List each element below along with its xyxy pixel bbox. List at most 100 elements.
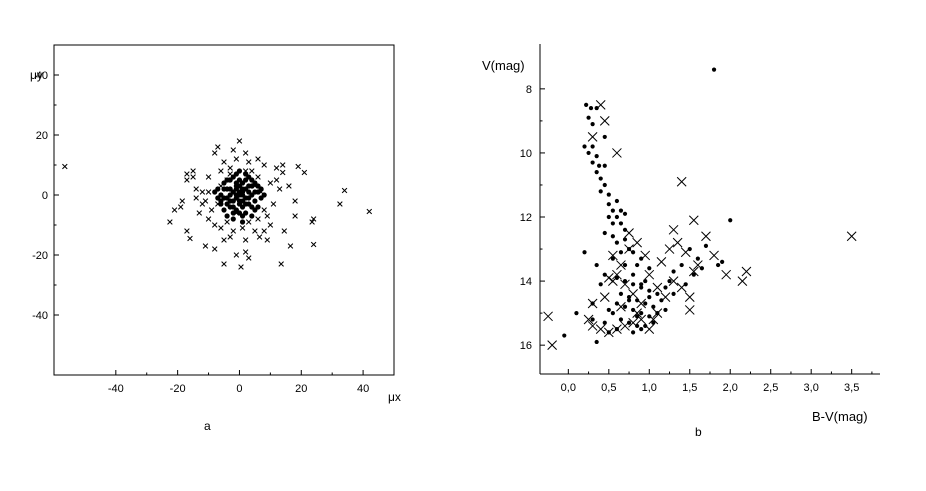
data-point-cross [273,165,280,171]
data-point-dot [584,102,589,107]
data-point-cross [599,292,610,302]
data-point-dot [643,278,648,284]
data-point-cross [184,171,190,177]
data-point-dot [610,208,615,213]
data-point-cross [233,252,240,258]
y-tick-label: 10 [520,148,532,160]
data-point-cross [261,207,267,213]
data-point-cross [648,314,659,325]
data-point-cross [286,183,292,189]
data-point-dot [610,311,615,316]
data-point-cross [684,305,695,315]
data-point-dot [622,211,628,216]
data-point-cross [255,156,261,162]
y-tick-label: 12 [520,212,532,224]
data-point-cross [632,237,642,248]
data-point-dot [230,216,236,222]
data-point-cross [624,228,634,238]
data-point-dot [639,327,644,332]
data-point-cross [721,269,732,280]
data-point-dot [626,298,632,303]
y-tick-label: -40 [32,310,48,322]
data-point-cross [187,235,193,242]
panel-a-xlabel: μx [388,390,401,404]
data-point-cross [366,208,373,215]
x-tick-label: -20 [170,383,186,395]
data-point-cross [184,177,190,183]
data-point-dot [602,320,607,325]
data-point-cross [221,237,227,243]
data-point-dot [622,304,628,309]
data-point-dot [249,177,255,183]
x-tick-label: 0,0 [561,382,576,394]
data-point-dot [582,144,587,149]
data-point-cross [245,255,252,261]
data-point-dot [224,177,230,183]
data-point-cross [278,261,284,267]
data-point-cross [221,261,227,267]
data-point-cross [267,180,274,186]
data-point-cross [292,213,298,219]
data-point-cross [599,116,610,126]
data-point-cross [688,266,699,277]
panel-b-x-ticks: 0,0 0,5 1,0 1,5 2,0 2,5 3,0 3,5 [561,369,873,394]
data-point-dot [647,266,652,271]
data-point-cross [230,147,237,153]
data-point-dot [647,314,652,319]
data-point-cross [341,187,348,194]
data-point-dot [639,256,644,261]
data-point-dot [622,278,628,284]
data-point-dot [606,192,611,197]
data-point-cross [261,162,267,168]
data-point-cross [242,150,249,156]
data-point-dot [586,115,591,120]
data-point-cross [177,204,184,210]
x-tick-label: 0 [236,383,242,395]
data-point-cross [310,241,317,248]
data-point-cross [737,276,748,286]
data-point-dot [602,272,607,277]
data-point-dot [261,192,267,198]
data-point-cross [208,207,215,213]
data-point-cross [211,150,218,156]
data-point-dot [671,269,676,274]
data-point-dot [246,183,252,189]
data-point-cross [218,225,224,231]
data-point-dot [671,291,676,297]
data-point-dot [602,134,607,140]
data-point-cross [255,174,261,180]
data-point-dot [651,320,656,325]
data-point-dot [622,262,628,268]
data-point-cross [587,132,598,142]
data-point-dot [659,298,664,303]
data-point-dot [249,213,255,219]
data-point-dot [622,227,628,232]
panel-a: -40 -20 0 20 40 40 20 0 -20 -40 μy μx a [30,44,401,433]
data-point-dot [663,285,668,290]
data-point-dot [574,311,579,316]
data-point-cross [184,228,190,234]
data-point-dot [618,208,624,213]
data-point-cross [608,250,618,261]
data-point-dot [233,180,239,186]
data-point-cross [668,224,679,235]
panel-b-label: b [695,425,702,439]
panel-a-ylabel: μy [30,68,43,82]
data-point-cross [242,249,249,255]
data-point-dot [614,198,620,204]
data-point-cross [196,210,203,216]
x-tick-label: 2,5 [763,382,778,394]
data-point-dot [699,266,705,271]
data-point-cross [660,292,671,302]
data-point-cross [227,234,233,240]
data-point-dot [655,291,660,297]
data-point-cross [292,198,298,204]
data-point-cross [211,222,218,228]
y-tick-label: 8 [526,84,532,96]
data-point-dot [630,272,636,277]
data-point-dot [590,144,595,149]
data-point-cross [193,186,199,192]
data-point-cross [676,176,687,187]
data-point-dot [243,210,249,216]
